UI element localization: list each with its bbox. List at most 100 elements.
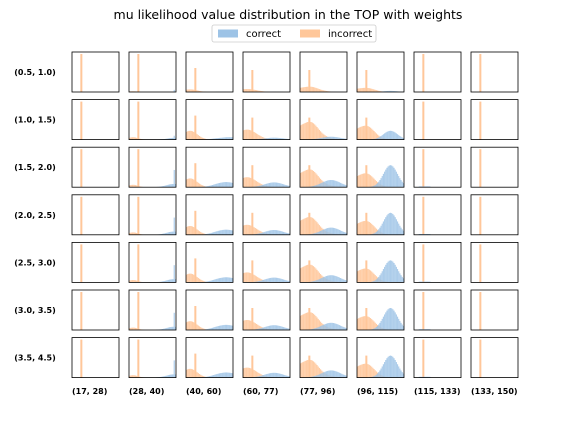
incorrect-spike bbox=[194, 210, 197, 235]
correct-bar bbox=[391, 260, 393, 283]
incorrect-spike bbox=[80, 196, 83, 235]
correct-bar bbox=[168, 232, 171, 235]
correct-bar bbox=[257, 281, 259, 283]
incorrect-bar bbox=[375, 323, 377, 330]
correct-bar bbox=[344, 138, 346, 140]
correct-bar bbox=[207, 281, 209, 283]
correct-bar bbox=[335, 323, 337, 330]
incorrect-bar bbox=[196, 229, 198, 235]
subplot-panel bbox=[356, 99, 405, 140]
correct-bar bbox=[321, 278, 323, 283]
correct-bar bbox=[273, 277, 275, 283]
correct-bar bbox=[218, 325, 221, 330]
correct-bar bbox=[284, 232, 286, 235]
correct-bar bbox=[223, 277, 225, 283]
incorrect-bar bbox=[300, 315, 302, 330]
correct-bar bbox=[342, 279, 344, 283]
correct-bar bbox=[315, 328, 317, 330]
row-label: (0.5, 1.0) bbox=[14, 68, 55, 77]
correct-bar bbox=[172, 183, 174, 188]
correct-bar bbox=[211, 280, 214, 283]
incorrect-bar bbox=[198, 183, 201, 188]
incorrect-bar bbox=[357, 128, 359, 140]
correct-bar bbox=[378, 229, 380, 235]
incorrect-bar bbox=[257, 324, 259, 330]
incorrect-bar bbox=[362, 316, 365, 330]
correct-bar bbox=[266, 138, 268, 140]
correct-bar bbox=[227, 277, 229, 283]
correct-bar bbox=[342, 326, 344, 330]
correct-bar bbox=[273, 372, 275, 378]
incorrect-bar bbox=[202, 185, 204, 188]
correct-bar bbox=[205, 186, 208, 188]
correct-bar bbox=[331, 275, 333, 283]
subplot-panel bbox=[185, 241, 234, 283]
correct-bar bbox=[255, 186, 258, 188]
correct-bar bbox=[261, 327, 263, 330]
correct-bar bbox=[281, 374, 283, 378]
correct-bar bbox=[262, 138, 265, 140]
incorrect-bar bbox=[197, 90, 199, 92]
correct-bar bbox=[231, 182, 233, 188]
incorrect-bar bbox=[307, 122, 309, 140]
incorrect-bar bbox=[193, 131, 195, 140]
correct-bar bbox=[167, 232, 169, 235]
correct-bar bbox=[214, 374, 216, 378]
correct-bar bbox=[282, 231, 285, 235]
incorrect-bar bbox=[188, 226, 190, 235]
correct-bar bbox=[208, 281, 210, 283]
incorrect-spike bbox=[365, 355, 368, 378]
incorrect-bar bbox=[247, 367, 249, 378]
correct-bar bbox=[321, 182, 323, 188]
correct-bar bbox=[167, 279, 169, 283]
correct-bar bbox=[218, 230, 221, 235]
column-label: (60, 77) bbox=[243, 387, 278, 396]
correct-bar bbox=[273, 182, 275, 188]
incorrect-bar bbox=[187, 321, 189, 330]
correct-bar bbox=[419, 376, 422, 378]
correct-bar bbox=[220, 230, 222, 235]
row-label: (1.0, 1.5) bbox=[14, 116, 55, 125]
correct-bar bbox=[165, 185, 167, 188]
incorrect-bar bbox=[253, 274, 255, 283]
correct-bar bbox=[332, 180, 335, 188]
correct-bar bbox=[381, 318, 383, 330]
incorrect-bar bbox=[374, 370, 376, 378]
correct-bar bbox=[334, 228, 336, 235]
subplot-panel bbox=[242, 194, 291, 236]
subplot-panel bbox=[128, 146, 177, 188]
correct-bar bbox=[227, 229, 229, 235]
correct-bar bbox=[267, 373, 269, 378]
incorrect-bar bbox=[244, 367, 246, 378]
correct-bar bbox=[393, 91, 395, 92]
correct-bar bbox=[271, 182, 273, 188]
incorrect-bar bbox=[318, 367, 320, 378]
incorrect-bar bbox=[193, 89, 195, 92]
correct-bar bbox=[336, 276, 338, 283]
incorrect-bar bbox=[315, 173, 317, 188]
incorrect-bar bbox=[132, 232, 134, 235]
correct-bar bbox=[319, 183, 322, 188]
correct-bar bbox=[272, 277, 274, 283]
correct-bar bbox=[322, 182, 324, 188]
correct-bar bbox=[315, 280, 317, 283]
incorrect-bar bbox=[186, 89, 188, 92]
correct-bar bbox=[391, 130, 393, 140]
correct-bar bbox=[207, 186, 209, 188]
subplot-frame bbox=[185, 51, 234, 93]
correct-bar bbox=[287, 280, 289, 283]
correct-bar bbox=[174, 374, 176, 378]
correct-bar bbox=[418, 186, 420, 188]
correct-bar bbox=[386, 358, 388, 378]
incorrect-spike bbox=[479, 339, 482, 378]
incorrect-bar bbox=[358, 318, 360, 330]
correct-bar bbox=[228, 229, 230, 235]
correct-bar bbox=[374, 375, 376, 378]
correct-bar bbox=[321, 137, 323, 140]
correct-bar bbox=[342, 231, 344, 235]
correct-bar bbox=[315, 185, 317, 188]
correct-bar bbox=[281, 183, 283, 188]
correct-bar bbox=[277, 325, 279, 330]
correct-bar bbox=[215, 326, 217, 330]
incorrect-bar bbox=[369, 88, 372, 92]
